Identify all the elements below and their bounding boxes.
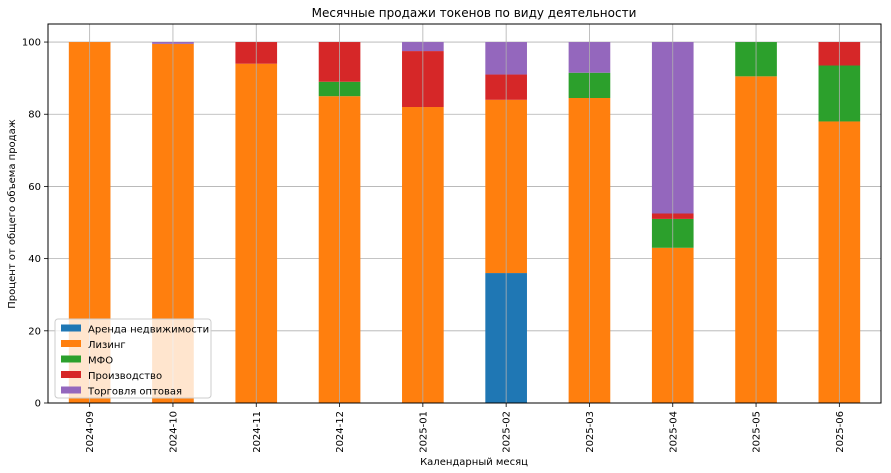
x-tick-label: 2024-11 bbox=[252, 411, 263, 453]
legend-swatch bbox=[61, 340, 81, 347]
x-tick-label: 2025-01 bbox=[418, 411, 429, 453]
y-tick-label: 100 bbox=[22, 38, 41, 49]
legend-label: Производство bbox=[88, 371, 162, 382]
y-tick-label: 60 bbox=[28, 182, 41, 193]
legend-label: Торговля оптовая bbox=[87, 387, 182, 398]
legend-swatch bbox=[61, 355, 81, 363]
legend-label: МФО bbox=[88, 356, 113, 367]
legend-box bbox=[54, 318, 212, 399]
y-axis: 0 20 40 60 80 100 bbox=[22, 38, 48, 410]
legend-swatch bbox=[61, 324, 81, 332]
x-tick-label: 2024-10 bbox=[168, 411, 179, 453]
y-tick-label: 80 bbox=[28, 110, 41, 121]
x-tick-label: 2024-12 bbox=[335, 411, 346, 453]
legend-swatch bbox=[61, 371, 81, 378]
x-tick-label: 2025-04 bbox=[668, 411, 679, 453]
x-tick-label: 2024-09 bbox=[85, 411, 96, 453]
x-tick-label: 2025-02 bbox=[502, 411, 513, 453]
plot-frame bbox=[47, 23, 882, 404]
y-axis-label: Процент от общего объема продаж bbox=[7, 119, 18, 308]
legend-label: Лизинг bbox=[88, 340, 126, 351]
x-axis: 2024-09 2024-10 2024-11 2024-12 2025-01 2025-… bbox=[85, 403, 846, 453]
x-axis-label: Календарный месяц bbox=[420, 457, 528, 468]
legend: Аренда недвижимости Лизинг МФО Производство… bbox=[54, 318, 212, 399]
legend-swatch bbox=[61, 386, 81, 394]
y-tick-label: 0 bbox=[35, 399, 41, 410]
chart-title: Месячные продажи токенов по виду деятель… bbox=[312, 6, 637, 20]
y-tick-label: 40 bbox=[28, 254, 41, 265]
x-tick-label: 2025-03 bbox=[585, 411, 596, 453]
legend-label: Аренда недвижимости bbox=[88, 325, 209, 336]
x-tick-label: 2025-05 bbox=[752, 411, 763, 453]
x-tick-label: 2025-06 bbox=[835, 411, 846, 453]
y-tick-label: 20 bbox=[28, 326, 41, 337]
